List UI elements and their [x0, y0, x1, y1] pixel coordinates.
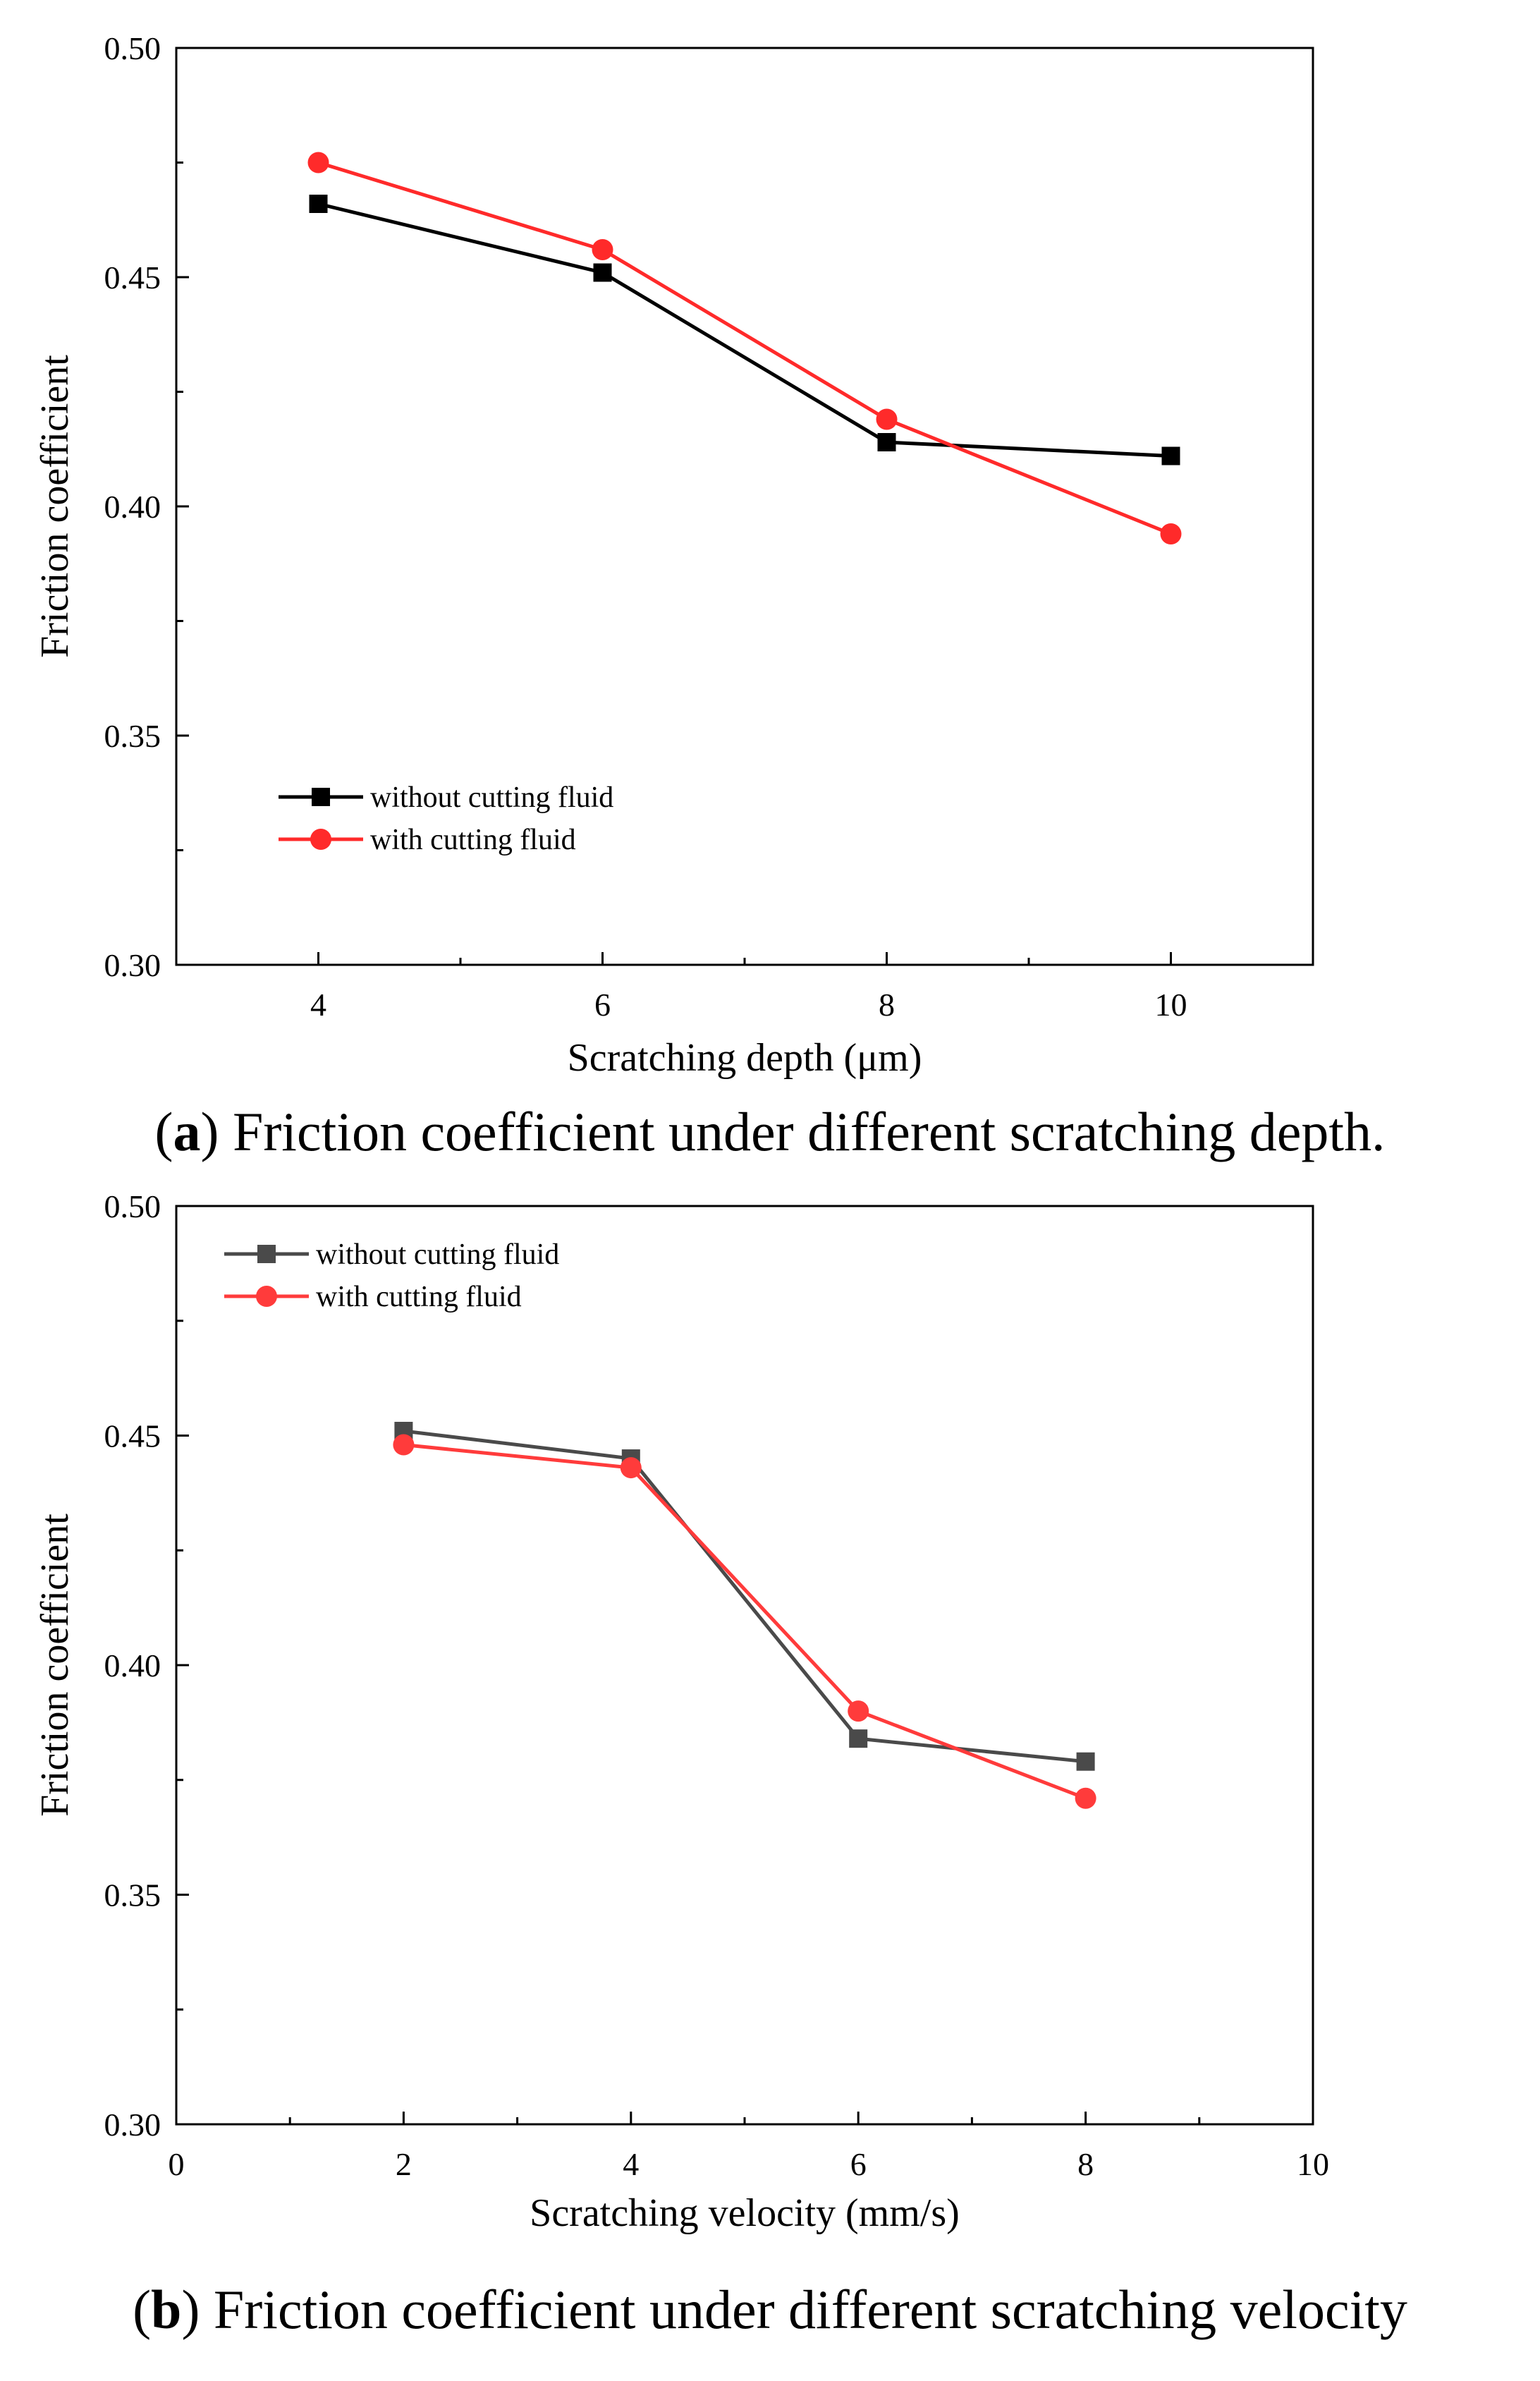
x-axis-label: Scratching depth (μm) [568, 1036, 922, 1080]
legend-marker-square [312, 788, 330, 806]
caption-b-text: Friction coefficient under different scr… [213, 2279, 1407, 2340]
data-point-square [849, 1729, 868, 1748]
data-point-square [877, 433, 896, 451]
data-point-square [309, 195, 328, 213]
x-tick-label: 8 [879, 987, 895, 1023]
x-tick-label: 10 [1155, 987, 1187, 1023]
data-point-square [1161, 446, 1180, 465]
x-tick-label: 4 [623, 2146, 639, 2182]
data-point-circle [393, 1434, 415, 1456]
y-tick-label: 0.50 [104, 30, 161, 66]
y-tick-label: 0.35 [104, 718, 161, 754]
x-tick-label: 6 [850, 2146, 867, 2182]
x-tick-label: 10 [1297, 2146, 1329, 2182]
plot-frame [175, 1205, 1314, 2126]
data-point-circle [1075, 1787, 1096, 1809]
data-point-circle [307, 152, 329, 173]
x-tick-label: 4 [310, 987, 326, 1023]
caption-a-label: a [173, 1101, 201, 1162]
legend-marker-square [257, 1245, 276, 1263]
x-tick-label: 2 [396, 2146, 412, 2182]
series-line-2 [403, 1443, 1087, 1801]
y-tick-label: 0.45 [104, 1418, 161, 1454]
data-point-circle [1160, 523, 1182, 544]
data-point-circle [876, 408, 898, 430]
plot-frame [175, 47, 1314, 966]
y-tick-label: 0.40 [104, 489, 161, 525]
series-line-2 [317, 161, 1172, 536]
y-tick-label: 0.45 [104, 260, 161, 296]
y-tick-label: 0.35 [104, 1877, 161, 1913]
y-axis-label: Friction coefficient [33, 1514, 77, 1817]
data-point-circle [620, 1457, 642, 1479]
legend-marker-circle [256, 1286, 277, 1307]
y-tick-label: 0.30 [104, 2107, 161, 2143]
data-point-circle [592, 239, 613, 260]
x-tick-label: 8 [1077, 2146, 1094, 2182]
data-point-square [1076, 1752, 1095, 1771]
y-tick-label: 0.40 [104, 1648, 161, 1683]
legend-label: with cutting fluid [370, 824, 576, 856]
chart-b: 0.30 0.35 0.40 0.45 0.50 0 2 4 6 8 10 Scratching ve… [33, 1192, 1329, 2235]
legend-label: without cutting fluid [316, 1238, 559, 1271]
caption-a-text: Friction coefficient under different scr… [232, 1101, 1386, 1162]
legend-label: without cutting fluid [370, 781, 613, 814]
x-tick-label: 0 [169, 2146, 185, 2182]
y-tick-label: 0.30 [104, 947, 161, 983]
series-line-1 [317, 202, 1171, 458]
caption-b: (b) Friction coefficient under different… [133, 2279, 1407, 2340]
data-point-circle [848, 1700, 869, 1722]
legend-label: with cutting fluid [316, 1281, 522, 1313]
chart-panel-a: 0.30 0.35 0.40 0.45 0.50 4 6 8 10 Scratching dept… [33, 30, 1386, 1162]
x-axis-label: Scratching velocity (mm/s) [530, 2191, 960, 2235]
chart-panel-b: 0.30 0.35 0.40 0.45 0.50 0 2 4 6 8 10 Scratching ve… [0, 1192, 1540, 2381]
series-line-1 [403, 1429, 1086, 1764]
caption-b-label: b [151, 2279, 182, 2340]
caption-a: (a) Friction coefficient under different… [154, 1101, 1386, 1162]
x-tick-label: 6 [594, 987, 611, 1023]
data-point-square [593, 263, 612, 282]
legend-marker-circle [310, 829, 331, 850]
y-tick-label: 0.50 [104, 1192, 161, 1224]
chart-a: 0.30 0.35 0.40 0.45 0.50 4 6 8 10 Scratching dept… [33, 30, 1314, 1080]
y-axis-label: Friction coefficient [33, 355, 77, 658]
